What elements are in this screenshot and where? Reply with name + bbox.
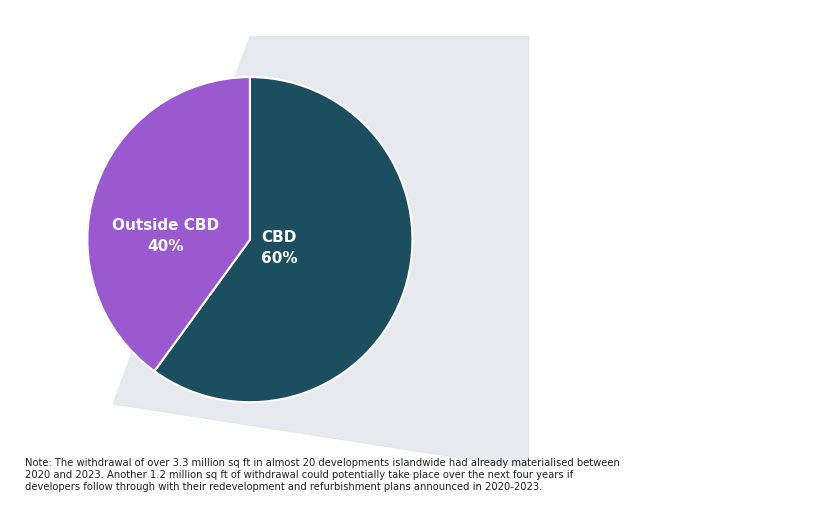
Text: Note: The withdrawal of over 3.3 million sq ft in almost 20 developments islandw: Note: The withdrawal of over 3.3 million…: [25, 458, 620, 492]
Wedge shape: [87, 77, 250, 371]
Text: Outside CBD
40%: Outside CBD 40%: [112, 218, 219, 254]
Wedge shape: [154, 77, 412, 402]
Text: Redevelopment/
Refurbishment
without CBDI
47%: Redevelopment/ Refurbishment without CBD…: [601, 324, 736, 408]
Text: CBD
60%: CBD 60%: [261, 230, 297, 266]
Text: Redevelopment/
Refurbishment
under CBDI
53%: Redevelopment/ Refurbishment under CBDI …: [601, 103, 736, 189]
